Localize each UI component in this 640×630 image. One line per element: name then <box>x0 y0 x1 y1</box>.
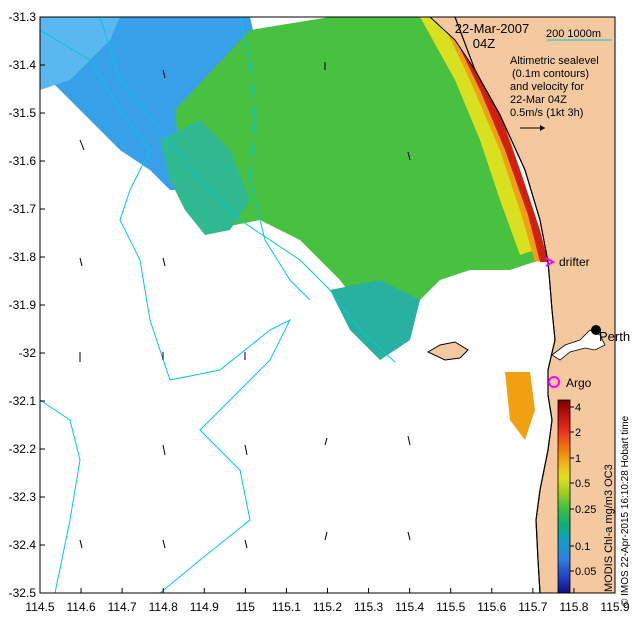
colorbar-tick-label: 0.1 <box>575 541 590 553</box>
perth-city-dot <box>591 325 601 335</box>
velocity-arrow <box>244 444 248 456</box>
x-tick-label: 114.7 <box>108 600 137 614</box>
velocity-arrow <box>162 539 166 549</box>
x-tick-label: 114.8 <box>149 600 178 614</box>
velocity-arrow <box>407 151 411 161</box>
isobath-contours <box>40 17 396 593</box>
chlorophyll-layer <box>40 17 548 440</box>
x-tick-label: 115.6 <box>477 600 506 614</box>
x-tick-label: 114.6 <box>67 600 96 614</box>
y-axis: -31.3 -31.4 -31.5 -31.6 -31.7 -31.8 -31.9 -32 -3… <box>9 10 45 600</box>
time-label: 04Z <box>473 36 495 51</box>
velocity-arrows <box>79 62 411 549</box>
legend-line-4: 22-Mar 04Z <box>510 94 567 106</box>
y-tick-label: -31.6 <box>9 154 37 168</box>
chl-orange-band <box>440 17 545 262</box>
isobath-contour-north <box>239 17 311 301</box>
velocity-arrow <box>162 69 166 79</box>
velocity-arrow <box>324 437 328 446</box>
drifter-label: drifter <box>559 255 590 269</box>
chl-teal-south <box>330 280 420 360</box>
velocity-arrow <box>162 257 166 267</box>
isobath-legend-label: 200 1000m <box>546 28 601 40</box>
x-tick-label: 115.3 <box>354 600 383 614</box>
x-tick-label: 115.4 <box>395 600 424 614</box>
x-tick-label: 115.9 <box>600 600 629 614</box>
y-tick-label: -31.3 <box>9 10 37 24</box>
colorbar-label: MODIS Chl-a mg/m3 OC3 <box>603 464 615 592</box>
y-tick-label: -31.4 <box>9 58 37 72</box>
isobath-200m <box>99 17 396 363</box>
y-tick-label: -32.2 <box>9 442 37 456</box>
y-tick-label: -32 <box>19 346 37 360</box>
chl-teal-edge <box>160 120 250 235</box>
x-tick-label: 114.5 <box>25 600 54 614</box>
colorbar <box>557 399 571 594</box>
rottnest-island <box>426 341 469 361</box>
x-tick-label: 115.2 <box>313 600 342 614</box>
x-tick-label: 115.5 <box>436 600 465 614</box>
colorbar-tick-label: 2 <box>575 427 581 439</box>
x-tick-label: 115.8 <box>559 600 588 614</box>
isobath-contour-west <box>40 399 81 593</box>
velocity-arrow <box>407 435 411 446</box>
perth-label: Perth <box>599 329 630 344</box>
x-tick-label: 114.9 <box>190 600 219 614</box>
swan-river <box>551 329 606 361</box>
isobath-1000m <box>40 29 292 593</box>
x-tick-label: 115.1 <box>272 600 301 614</box>
argo-label: Argo <box>566 376 592 390</box>
colorbar-tick-label: 0.25 <box>575 504 596 516</box>
velocity-arrow <box>162 444 166 456</box>
velocity-arrow <box>79 539 83 549</box>
date-label: 22-Mar-2007 <box>455 21 529 36</box>
argo-float-marker <box>548 376 560 388</box>
velocity-arrow <box>244 539 248 549</box>
chl-patch-south <box>505 372 535 440</box>
colorbar-tick-label: 4 <box>575 402 581 414</box>
x-axis: 114.5 114.6 114.7 114.8 114.9 115 115.1 115.2 11… <box>25 588 630 614</box>
velocity-arrow <box>79 257 83 267</box>
velocity-arrow <box>324 531 328 541</box>
chl-green-swath <box>175 17 540 330</box>
y-tick-label: -31.7 <box>9 202 37 216</box>
y-tick-label: -31.9 <box>9 298 37 312</box>
y-tick-label: -31.8 <box>9 250 37 264</box>
velocity-arrow <box>407 531 411 541</box>
legend-line-3: and velocity for <box>510 81 584 93</box>
credit-text: © IMOS 22-Apr-2015 16:10:28 Hobart time <box>620 415 631 606</box>
y-tick-label: -32.5 <box>9 586 37 600</box>
velocity-arrow <box>79 139 85 151</box>
legend-line-1: Altimetric sealevel <box>510 55 599 67</box>
colorbar-tick-label: 0.05 <box>575 566 596 578</box>
legend-line-5: 0.5m/s (1kt 3h) <box>510 107 583 119</box>
y-tick-label: -31.5 <box>9 106 37 120</box>
velocity-scale-arrow <box>520 125 545 131</box>
drifter-marker <box>545 257 556 267</box>
chl-red-band <box>456 40 548 262</box>
y-tick-label: -32.1 <box>9 394 37 408</box>
y-tick-label: -32.3 <box>9 490 37 504</box>
colorbar-tick-label: 0.5 <box>575 478 590 490</box>
x-tick-label: 115.7 <box>518 600 547 614</box>
legend-line-2: (0.1m contours) <box>512 68 589 80</box>
colorbar-tick-label: 1 <box>575 453 581 465</box>
colorbar-ticks: 4 2 1 0.5 0.25 0.1 0.05 <box>570 402 596 578</box>
y-tick-label: -32.4 <box>9 538 37 552</box>
coastline <box>454 17 556 593</box>
x-tick-label: 115 <box>236 600 255 614</box>
chl-yellow-band <box>420 17 535 255</box>
